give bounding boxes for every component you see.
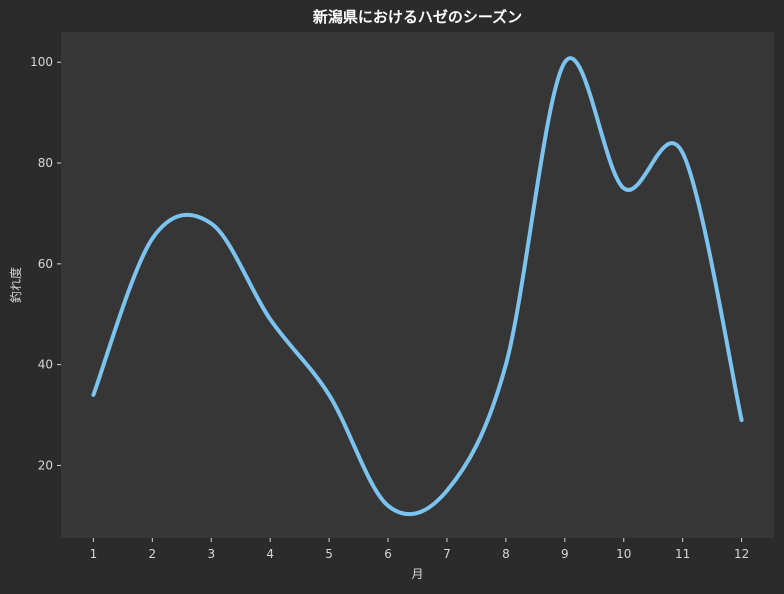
x-tick-label: 10 — [616, 547, 631, 561]
x-axis: 1 2 3 4 5 6 7 8 9 10 11 12 — [90, 538, 749, 561]
x-tick-label: 9 — [561, 547, 569, 561]
x-tick-label: 7 — [443, 547, 451, 561]
y-tick-label: 20 — [38, 458, 53, 472]
x-tick-label: 8 — [502, 547, 510, 561]
y-axis-title: 釣れ度 — [8, 267, 23, 303]
y-tick-label: 100 — [30, 55, 53, 69]
x-tick-label: 4 — [266, 547, 274, 561]
y-tick-label: 80 — [38, 156, 53, 170]
x-tick-label: 3 — [207, 547, 215, 561]
series-line — [91, 56, 744, 517]
y-axis: 20 40 60 80 100 — [30, 55, 61, 472]
x-tick-label: 12 — [734, 547, 749, 561]
chart-title: 新潟県におけるハゼのシーズン — [313, 8, 522, 26]
x-tick-label: 5 — [325, 547, 333, 561]
x-tick-label: 11 — [675, 547, 690, 561]
y-tick-label: 40 — [38, 358, 53, 372]
x-axis-title: 月 — [411, 567, 423, 581]
plot-area — [61, 32, 774, 538]
x-tick-label: 1 — [90, 547, 98, 561]
y-tick-label: 60 — [38, 257, 53, 271]
x-tick-label: 6 — [384, 547, 392, 561]
x-tick-label: 2 — [149, 547, 157, 561]
